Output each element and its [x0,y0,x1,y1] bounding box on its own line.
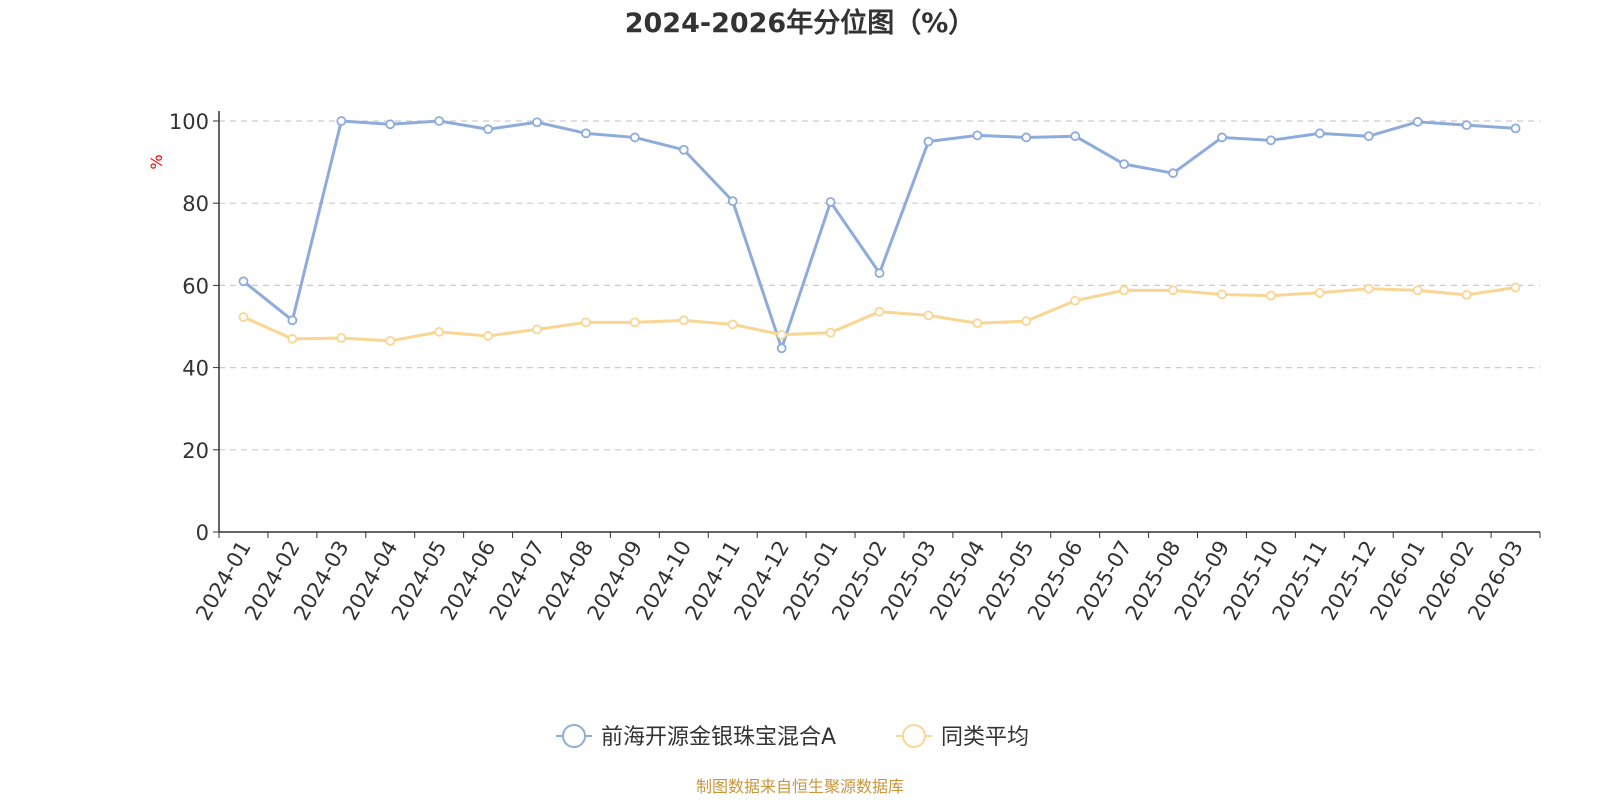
data-point [923,310,934,321]
series-lines [238,116,1521,354]
y-tick-label: 20 [182,439,209,463]
data-point [727,196,738,207]
data-point [1266,135,1276,146]
legend-marker [562,724,586,748]
data-point [336,116,347,126]
data-point [629,132,640,143]
data-point [336,333,347,343]
data-point [1070,295,1081,306]
legend-item-1[interactable]: 同类平均 [896,724,1029,750]
data-point [1119,285,1130,296]
data-point [238,276,249,287]
data-point [1119,159,1130,170]
data-point [287,315,298,326]
data-point [825,197,836,207]
data-point [581,128,591,139]
data-point [727,319,738,330]
data-point [1168,168,1178,179]
data-point [434,326,445,337]
data-point [1021,316,1032,327]
data-point [1168,285,1178,296]
data-point [385,335,396,346]
data-point [1314,287,1325,298]
data-point [678,315,689,326]
legend-label: 同类平均 [941,725,1029,750]
source-footer: 制图数据来自恒生聚源数据库 [696,777,904,796]
data-point [1217,289,1227,300]
data-point [1217,132,1227,143]
y-tick-label: 100 [169,110,209,134]
y-tick-label: 60 [182,274,209,298]
y-axis-label: % [147,154,166,169]
legend-label: 前海开源金银珠宝混合A [601,725,836,750]
data-point [874,306,885,317]
data-point [1412,116,1423,127]
data-point [1461,289,1472,300]
chart-title: 2024-2026年分位图（%） [625,7,976,39]
y-tick-label: 80 [182,192,209,216]
data-point [532,117,542,128]
grid-lines [219,120,1540,451]
data-point [1412,285,1423,296]
data-point [1266,290,1276,301]
data-point [434,116,445,126]
data-point [629,317,640,328]
data-point [972,130,983,141]
y-tick-label: 0 [196,521,209,545]
data-point [1021,132,1032,143]
data-point [385,119,396,130]
data-point [287,333,298,344]
data-point [532,324,542,335]
legend-item-0[interactable]: 前海开源金银珠宝混合A [556,724,836,750]
data-point [1461,120,1472,131]
y-tick-label: 40 [182,357,209,381]
data-point [776,329,787,340]
data-point [1070,131,1081,142]
data-point [581,317,591,328]
legend[interactable]: 前海开源金银珠宝混合A 同类平均 [556,724,1029,750]
data-point [238,312,249,322]
data-point [923,136,934,147]
data-point [1510,123,1521,134]
data-point [483,124,493,135]
data-point [1363,283,1374,294]
data-point [874,268,885,278]
data-point [972,318,983,329]
data-point [1363,131,1374,142]
data-point [1314,128,1325,139]
data-point [1510,282,1521,293]
data-point [825,327,836,338]
data-point [483,331,493,341]
data-point [678,144,689,155]
legend-marker [902,724,926,748]
data-point [776,343,787,354]
